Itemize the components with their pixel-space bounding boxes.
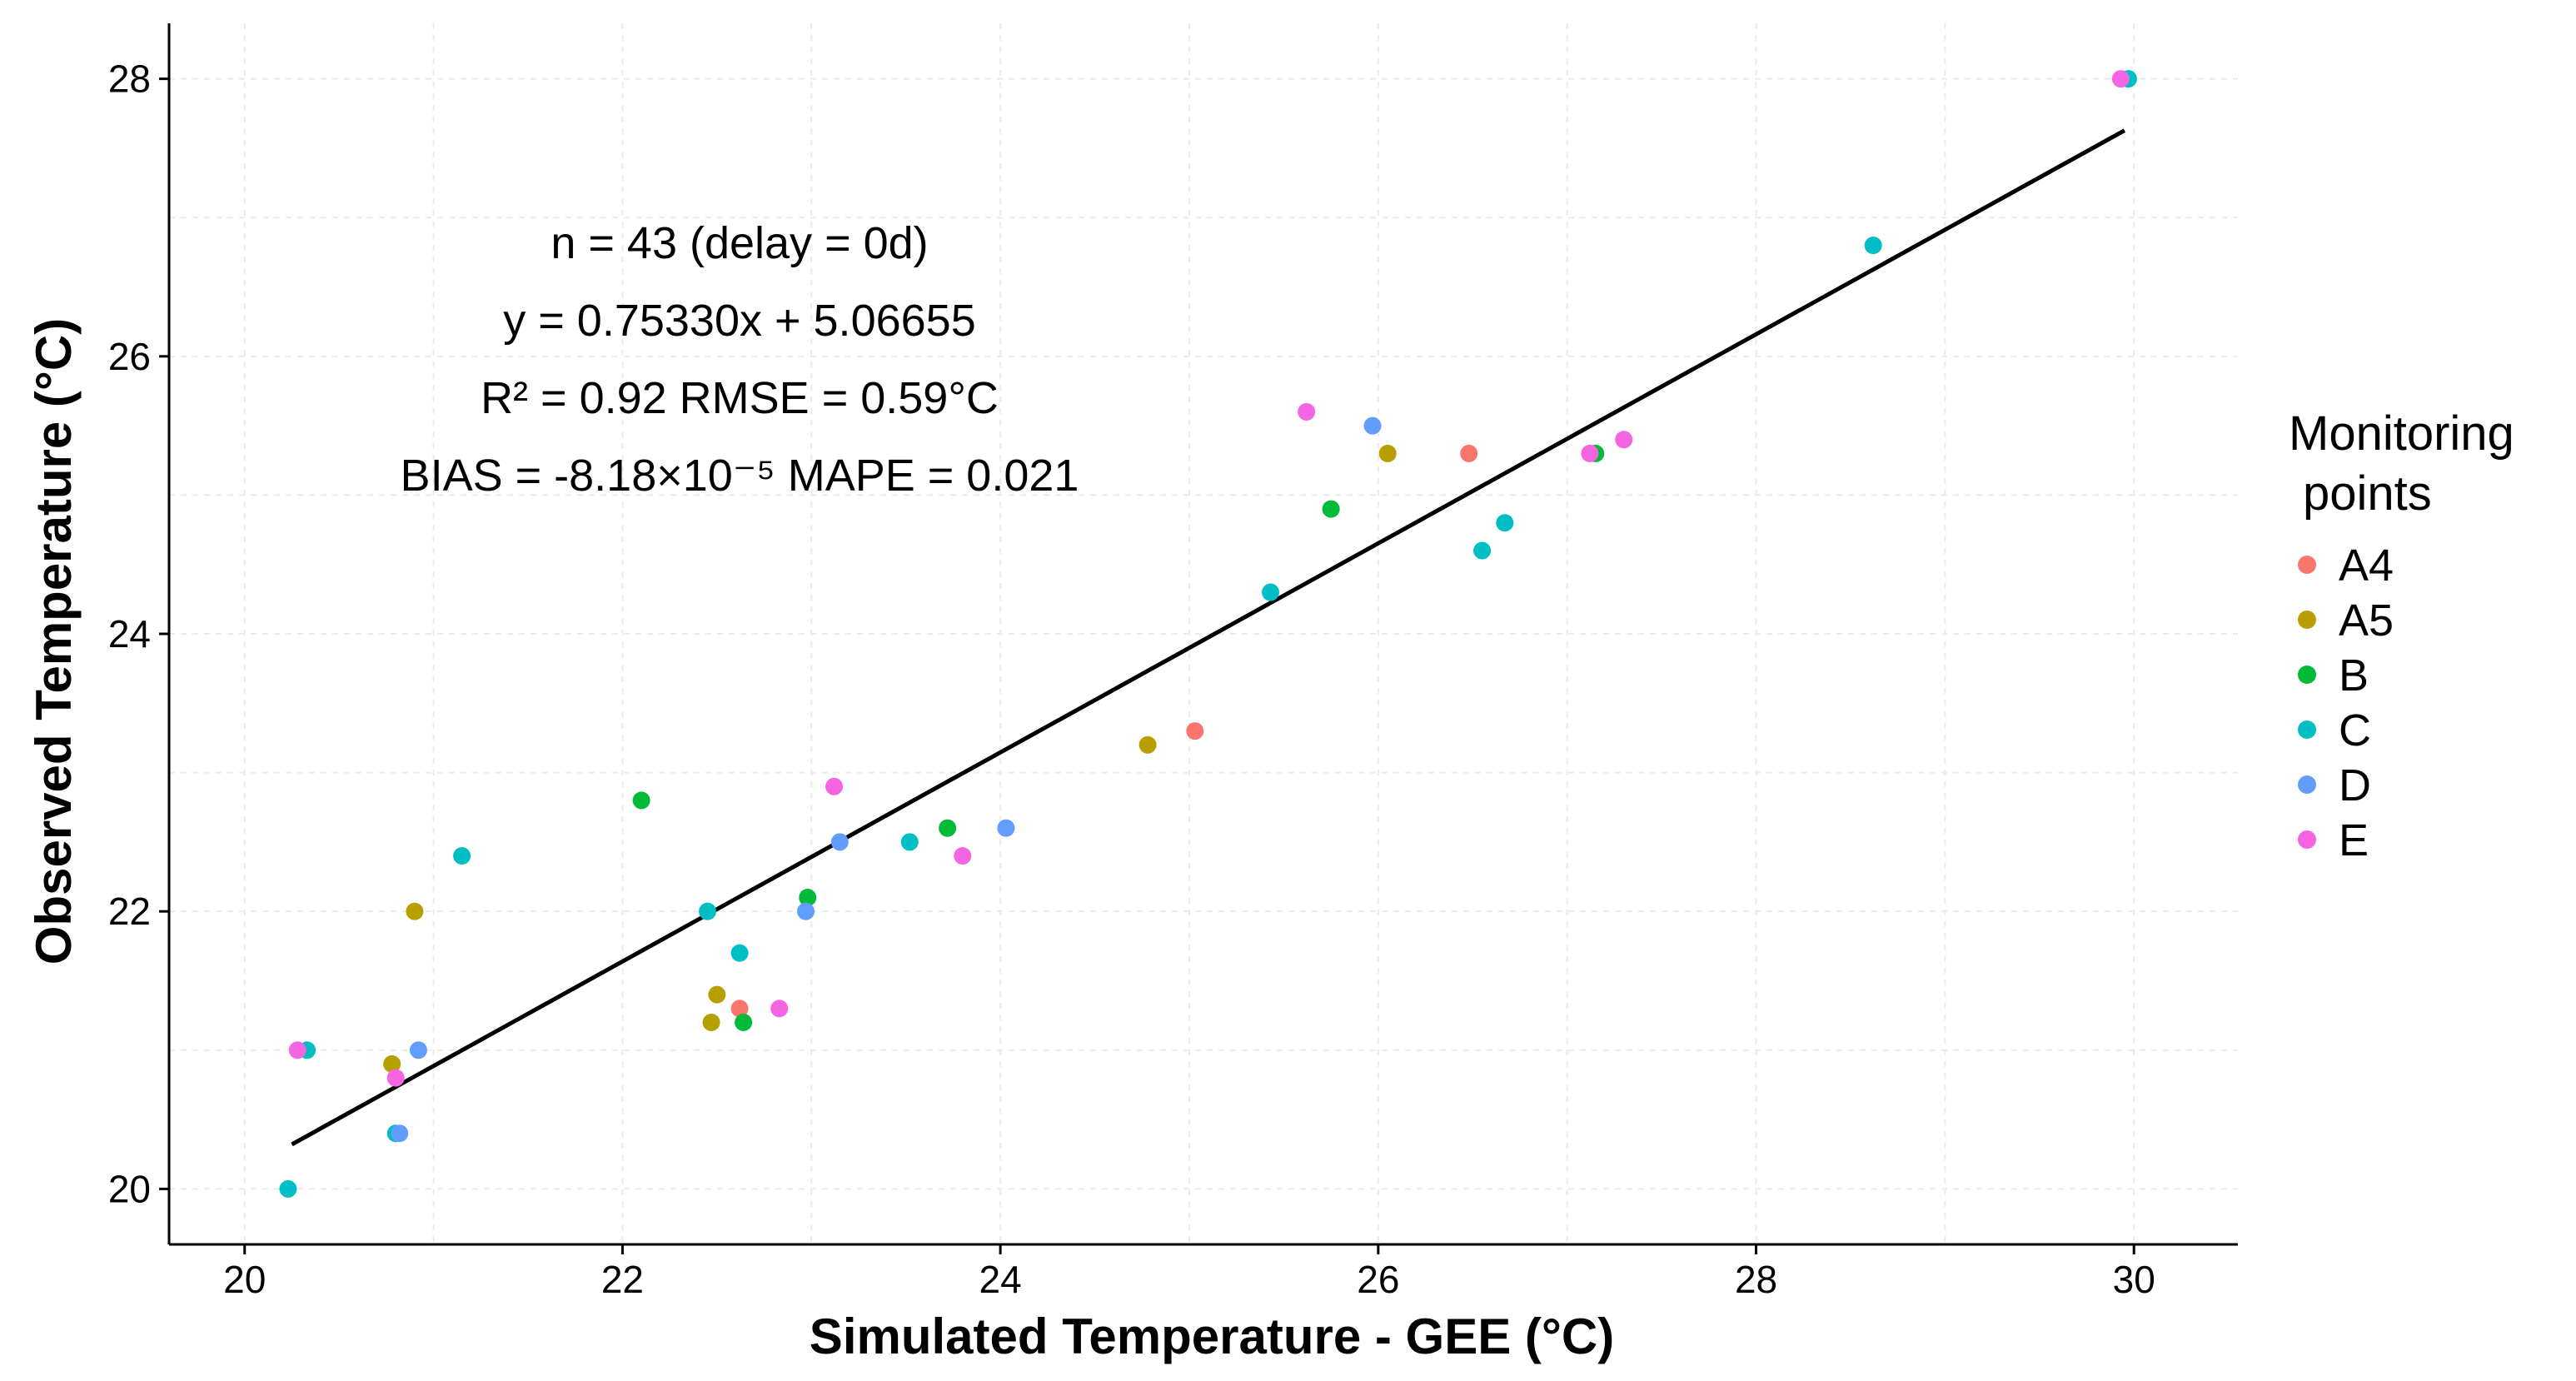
y-tick-label: 24 xyxy=(108,612,151,656)
data-point-a4 xyxy=(1460,444,1478,462)
data-point-a4 xyxy=(730,1000,749,1018)
data-point-a5 xyxy=(1378,444,1397,462)
annotation-r2-rmse: R² = 0.92 RMSE = 0.59°C xyxy=(481,373,999,423)
data-point-c xyxy=(699,902,717,920)
legend-key-a4 xyxy=(2298,556,2316,574)
y-tick-label: 26 xyxy=(108,335,151,378)
data-point-d xyxy=(391,1124,409,1143)
y-axis-title: Observed Temperature (°C) xyxy=(26,318,82,965)
y-tick-label: 28 xyxy=(108,57,151,101)
data-point-a5 xyxy=(708,985,726,1004)
data-point-d xyxy=(409,1041,427,1059)
legend-key-a5 xyxy=(2298,611,2316,629)
data-point-d xyxy=(1363,416,1382,435)
legend-label-a5: A5 xyxy=(2339,596,2394,646)
legend-key-e xyxy=(2298,830,2316,849)
stats-annotation: n = 43 (delay = 0d) y = 0.75330x + 5.066… xyxy=(401,218,1079,501)
data-point-c xyxy=(1473,541,1492,560)
data-point-b xyxy=(735,1013,753,1031)
tick-labels: 20 22 24 26 28 30 20 22 24 26 28 xyxy=(108,57,2155,1301)
x-tick-label: 24 xyxy=(979,1258,1022,1301)
legend-key-b xyxy=(2298,666,2316,684)
legend-label-e: E xyxy=(2339,815,2369,865)
legend-key-d xyxy=(2298,775,2316,794)
data-point-e xyxy=(2111,70,2130,88)
legend-title: Monitoring points xyxy=(2289,406,2514,521)
data-point-c xyxy=(1864,237,1882,255)
data-point-d xyxy=(796,902,815,920)
x-tick-label: 26 xyxy=(1357,1258,1399,1301)
legend-label-b: B xyxy=(2339,651,2369,700)
data-point-b xyxy=(632,791,650,810)
data-point-e xyxy=(1581,444,1599,462)
data-point-c xyxy=(453,847,471,865)
data-point-b xyxy=(939,819,957,837)
annotation-equation: y = 0.75330x + 5.06655 xyxy=(503,296,975,346)
data-point-d xyxy=(997,819,1015,837)
x-axis-title: Simulated Temperature - GEE (°C) xyxy=(810,1309,1614,1364)
data-point-b xyxy=(799,889,817,907)
data-point-e xyxy=(954,847,972,865)
legend-label-a4: A4 xyxy=(2339,541,2394,591)
x-tick-label: 22 xyxy=(601,1258,644,1301)
data-point-e xyxy=(825,777,844,795)
data-point-c xyxy=(1262,583,1280,601)
x-tick-label: 20 xyxy=(223,1258,266,1301)
y-tick-label: 22 xyxy=(108,890,151,933)
data-point-c xyxy=(900,833,919,851)
data-point-a5 xyxy=(1139,735,1157,754)
data-point-a5 xyxy=(406,902,424,920)
annotation-n: n = 43 (delay = 0d) xyxy=(551,218,928,268)
data-point-e xyxy=(386,1069,405,1087)
x-tick-label: 30 xyxy=(2113,1258,2155,1301)
data-point-c xyxy=(1496,514,1514,532)
annotation-bias-mape: BIAS = -8.18×10⁻⁵ MAPE = 0.021 xyxy=(401,451,1079,501)
x-tick-label: 28 xyxy=(1735,1258,1777,1301)
regression-line-group xyxy=(291,128,2126,1147)
data-point-e xyxy=(288,1041,306,1059)
data-point-a5 xyxy=(702,1013,720,1031)
y-tick-label: 20 xyxy=(108,1167,151,1210)
data-point-c xyxy=(279,1179,297,1198)
grid-lines xyxy=(169,23,2238,1244)
data-points xyxy=(279,70,2137,1198)
legend-label-d: D xyxy=(2339,760,2371,810)
data-point-b xyxy=(1322,500,1340,518)
data-point-e xyxy=(770,1000,789,1018)
data-point-a4 xyxy=(1186,722,1204,740)
legend-label-c: C xyxy=(2339,705,2371,755)
data-point-c xyxy=(730,944,749,962)
data-point-e xyxy=(1615,431,1633,449)
legend-key-c xyxy=(2298,720,2316,739)
data-point-a5 xyxy=(383,1054,401,1073)
data-point-e xyxy=(1298,402,1316,421)
regression-line xyxy=(291,128,2126,1147)
data-point-d xyxy=(830,833,849,851)
